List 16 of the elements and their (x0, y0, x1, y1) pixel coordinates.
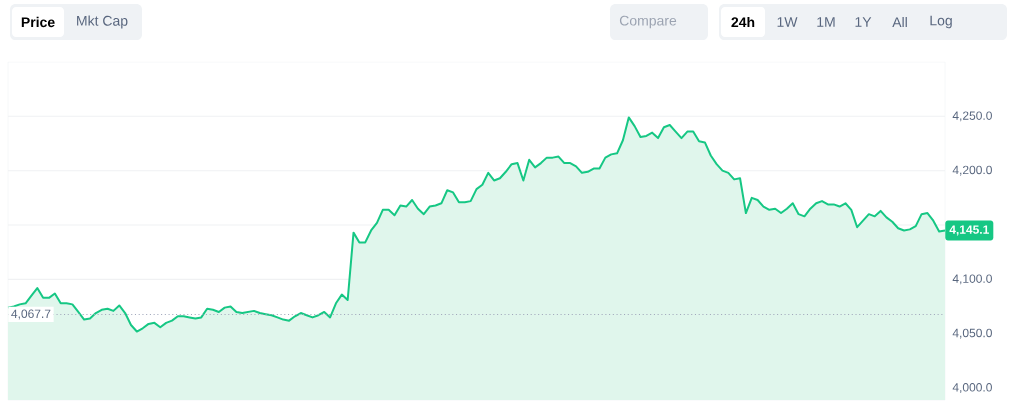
y-tick-label: 4,250.0 (952, 111, 992, 122)
text: Mkt Cap (77, 15, 128, 29)
text: 1W (777, 17, 798, 27)
text: All (892, 16, 907, 28)
text: Compare (619, 15, 677, 29)
text: 1Y (855, 17, 872, 27)
y-tick-label: 4,050.0 (952, 328, 992, 339)
text: 4,145.1 (949, 225, 989, 236)
y-tick-label: 4,200.0 (952, 165, 992, 176)
y-tick-label: 4,000.0 (952, 383, 992, 393)
text: Price (21, 16, 55, 28)
ref-line-label: 4,067.7 (11, 309, 51, 320)
y-tick-label: 4,100.0 (952, 274, 992, 285)
text: 1M (817, 17, 835, 27)
text: 24h (731, 16, 755, 28)
text: Log (930, 15, 952, 29)
